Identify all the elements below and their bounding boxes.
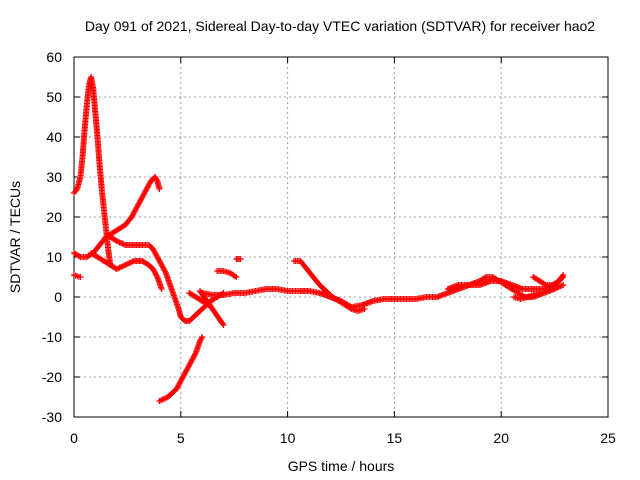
series-arc-left-mid <box>88 250 165 292</box>
x-axis-label: GPS time / hours <box>288 458 395 474</box>
series-arc-7 <box>214 268 240 280</box>
y-tick-label: -30 <box>42 409 62 425</box>
chart-title: Day 091 of 2021, Sidereal Day-to-day VTE… <box>85 18 595 34</box>
data-point <box>541 281 548 288</box>
data-point <box>162 268 169 275</box>
data-point <box>536 290 543 296</box>
data-point <box>197 289 204 296</box>
y-tick-label: -10 <box>42 329 62 345</box>
y-tick-label: 30 <box>46 169 62 185</box>
series-arc-rise <box>71 174 163 260</box>
y-tick-label: 20 <box>46 209 62 225</box>
series-arc-main-2 <box>444 274 567 300</box>
plot-frame <box>73 56 609 418</box>
series-arc-7b <box>233 256 244 262</box>
data-series <box>71 74 567 404</box>
series-arc-main-0 <box>199 274 567 310</box>
series-arc-right <box>530 272 567 288</box>
series-arc-low <box>156 334 206 404</box>
data-point <box>153 272 160 279</box>
data-point <box>560 282 567 288</box>
series-isolated <box>197 288 227 328</box>
data-point <box>77 274 84 280</box>
y-tick-label: 0 <box>54 289 62 305</box>
data-point <box>153 176 160 183</box>
y-tick-label: 40 <box>46 129 62 145</box>
series-arc-main-3 <box>511 290 543 302</box>
data-point <box>237 256 244 262</box>
data-point <box>197 288 204 294</box>
y-tick-label: 50 <box>46 89 62 105</box>
x-tick-label: 0 <box>70 430 78 446</box>
x-tick-label: 10 <box>280 430 296 446</box>
data-point <box>361 306 368 312</box>
data-point <box>158 286 165 292</box>
data-point <box>481 274 488 281</box>
data-point <box>156 186 163 192</box>
x-tick-label: 5 <box>177 430 185 446</box>
x-tick-label: 15 <box>387 430 403 446</box>
data-point <box>198 335 205 342</box>
y-tick-label: -20 <box>42 369 62 385</box>
data-point <box>192 351 199 358</box>
y-tick-label: 10 <box>46 249 62 265</box>
y-axis-label: SDTVAR / TECUs <box>7 181 23 293</box>
series-arc-fall <box>107 234 227 324</box>
data-point <box>347 305 354 312</box>
data-point <box>559 273 566 280</box>
series-arc-spike <box>71 74 114 268</box>
x-tick-label: 25 <box>600 430 616 446</box>
data-point <box>560 272 567 278</box>
data-point <box>232 273 239 280</box>
grid <box>74 57 608 417</box>
data-point <box>76 253 83 260</box>
axis-ticks: 0 5 10 15 20 25 -30 -20 -10 0 10 20 30 40 50 60 <box>42 49 616 446</box>
data-point <box>199 334 206 340</box>
series-arc-main-1 <box>291 258 368 314</box>
data-point <box>233 274 240 280</box>
x-tick-label: 20 <box>493 430 509 446</box>
y-tick-label: 60 <box>46 49 62 65</box>
series-arc-left-low <box>71 272 84 280</box>
